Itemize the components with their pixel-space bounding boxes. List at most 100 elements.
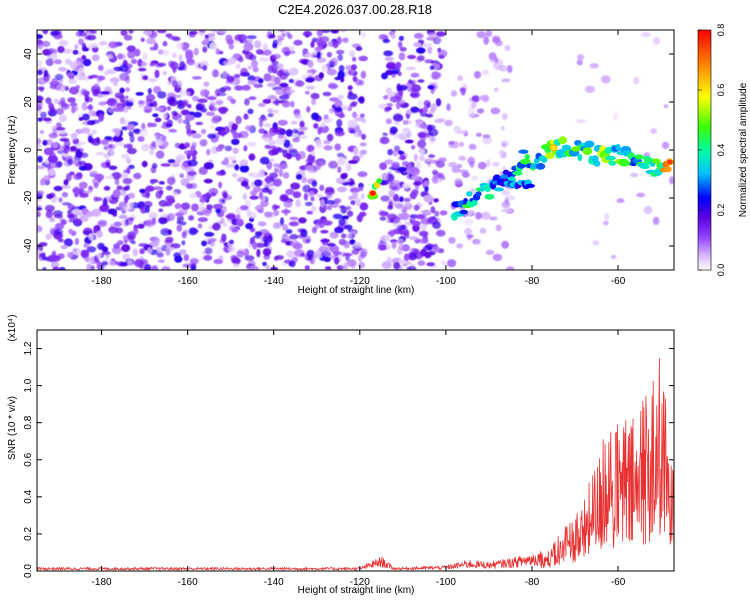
heatmap-cell xyxy=(128,217,135,222)
heatmap-cell xyxy=(184,114,195,121)
heatmap-cell xyxy=(82,113,90,121)
heatmap-cell xyxy=(298,135,308,139)
heatmap-cell xyxy=(103,185,111,191)
heatmap-cell xyxy=(259,156,270,165)
heatmap-cell xyxy=(67,97,76,103)
heatmap-cell xyxy=(58,266,66,270)
heatmap-cell xyxy=(97,219,108,225)
heatmap-cell xyxy=(326,51,333,58)
heatmap-cell xyxy=(334,143,342,151)
heatmap-cell xyxy=(212,203,223,210)
heatmap-cell xyxy=(134,260,142,268)
heatmap-cell xyxy=(352,242,362,249)
heatmap-signal-cell xyxy=(639,164,650,169)
heatmap-cell xyxy=(603,213,610,221)
heatmap-cell xyxy=(116,95,122,99)
heatmap-cell xyxy=(293,39,303,46)
heatmap-cell xyxy=(271,60,279,66)
heatmap-cell xyxy=(37,95,44,102)
heatmap-cell xyxy=(249,195,259,200)
heatmap-cell xyxy=(61,219,67,225)
heatmap-y-tick-label: 40 xyxy=(23,48,34,60)
heatmap-cell xyxy=(231,138,240,145)
heatmap-cell xyxy=(265,175,271,184)
heatmap-cell xyxy=(425,158,435,163)
heatmap-cell xyxy=(305,165,314,173)
heatmap-signal-cell xyxy=(584,140,595,148)
heatmap-cell xyxy=(417,55,425,62)
heatmap-cell xyxy=(347,85,353,91)
heatmap-cell xyxy=(189,192,197,199)
heatmap-cell xyxy=(351,101,358,106)
heatmap-cell xyxy=(105,69,117,75)
heatmap-cell xyxy=(235,63,241,69)
heatmap-cell xyxy=(88,109,96,117)
heatmap-cell xyxy=(157,91,167,99)
heatmap-x-tick-label: -160 xyxy=(178,276,198,287)
heatmap-cell xyxy=(262,43,268,51)
heatmap-cell xyxy=(68,228,73,235)
heatmap-cell xyxy=(334,130,345,137)
heatmap-cell xyxy=(61,191,69,198)
heatmap-cell xyxy=(471,95,480,103)
heatmap-cell xyxy=(179,173,184,179)
heatmap-cell xyxy=(262,187,270,193)
heatmap-cell xyxy=(313,251,323,259)
heatmap-cell xyxy=(257,103,266,107)
heatmap-cell xyxy=(183,254,190,262)
heatmap-cell xyxy=(155,150,165,159)
heatmap-cell xyxy=(325,194,333,199)
heatmap-cell xyxy=(128,201,134,208)
heatmap-cell xyxy=(610,254,617,259)
heatmap-cell xyxy=(280,217,284,226)
heatmap-cell xyxy=(55,160,62,169)
heatmap-cell xyxy=(78,67,85,75)
heatmap-cell xyxy=(207,133,217,139)
heatmap-cell xyxy=(181,202,191,210)
snr-y-tick-label: 0.8 xyxy=(23,415,34,429)
heatmap-cell xyxy=(286,250,295,258)
heatmap-cell xyxy=(355,198,362,206)
heatmap-cell xyxy=(186,183,193,190)
heatmap-signal-cell xyxy=(519,158,531,165)
heatmap-cell xyxy=(253,179,263,187)
heatmap-cell xyxy=(160,213,168,218)
heatmap-cell xyxy=(417,139,427,149)
heatmap-cell xyxy=(130,58,138,64)
heatmap-cell xyxy=(435,98,442,107)
heatmap-cell xyxy=(398,41,403,48)
heatmap-y-tick-label: -20 xyxy=(23,190,34,205)
heatmap-cell xyxy=(73,105,79,112)
heatmap-cell xyxy=(341,233,347,239)
heatmap-cell xyxy=(141,143,150,152)
heatmap-cell xyxy=(73,173,83,180)
heatmap-cell xyxy=(302,235,312,244)
heatmap-cell xyxy=(247,80,257,85)
heatmap-cell xyxy=(357,254,363,262)
heatmap-signal-cell xyxy=(615,144,621,151)
heatmap-cell xyxy=(119,117,126,125)
heatmap-cell xyxy=(403,197,411,203)
heatmap-cell xyxy=(424,59,434,64)
heatmap-cell xyxy=(37,101,44,107)
heatmap-cell xyxy=(154,69,160,79)
heatmap-cell xyxy=(199,202,205,209)
heatmap-cell xyxy=(197,223,203,229)
heatmap-cell xyxy=(107,208,118,215)
heatmap-cell xyxy=(383,95,389,100)
heatmap-cell xyxy=(379,211,389,217)
heatmap-cell xyxy=(329,231,339,239)
heatmap-cell xyxy=(41,40,51,48)
heatmap-cell xyxy=(349,50,355,58)
heatmap-cell xyxy=(359,151,364,159)
heatmap-cell xyxy=(393,193,399,202)
heatmap-cell xyxy=(409,252,418,261)
heatmap-cell xyxy=(247,65,253,70)
heatmap-cell xyxy=(437,49,448,58)
heatmap-cell xyxy=(129,134,135,143)
heatmap-cell xyxy=(417,100,424,108)
heatmap-cell xyxy=(361,133,367,140)
heatmap-cell xyxy=(288,148,298,153)
heatmap-cell xyxy=(89,170,98,177)
heatmap-cell xyxy=(96,252,102,259)
